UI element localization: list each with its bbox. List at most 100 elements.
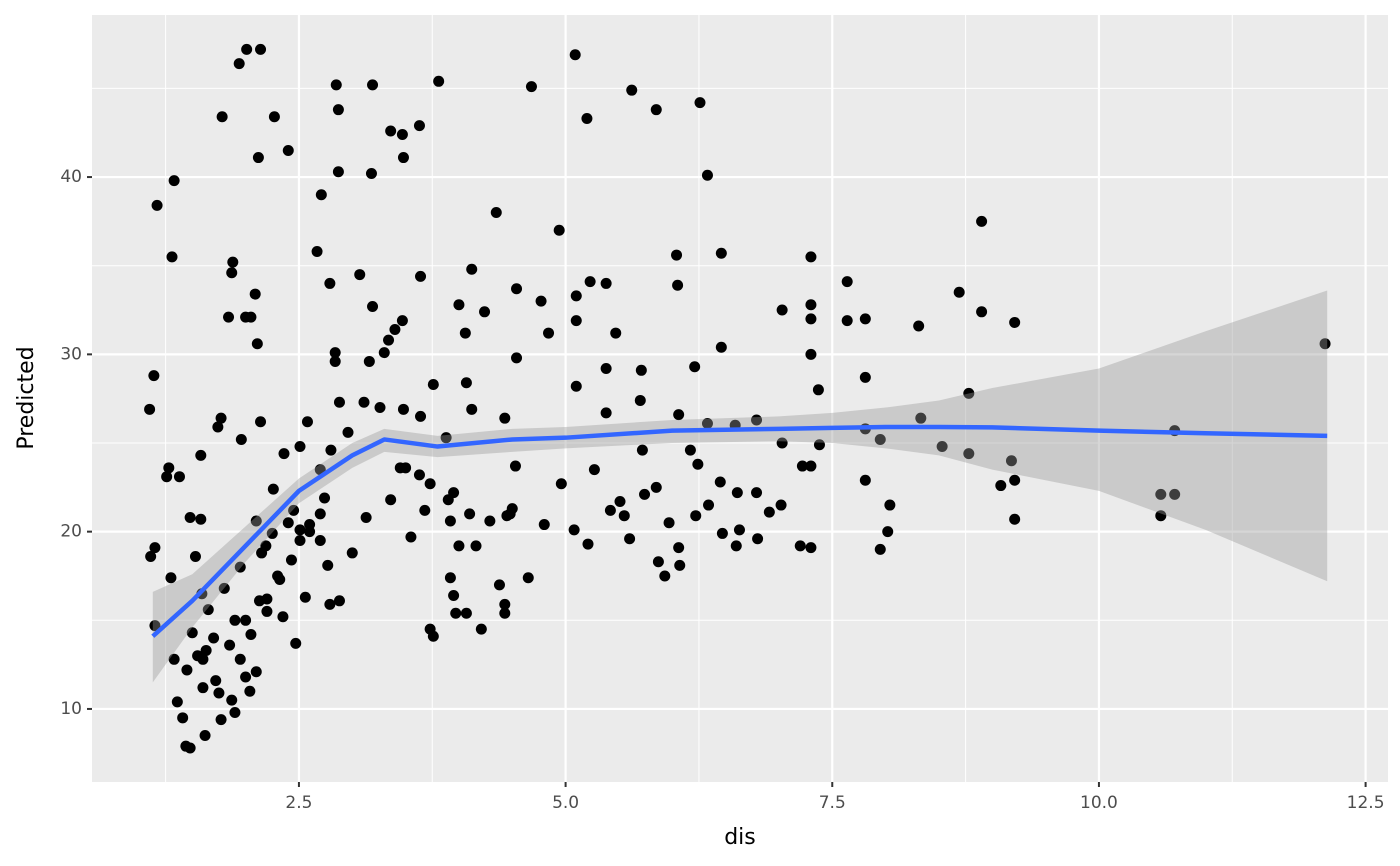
point	[427, 378, 439, 390]
point	[604, 504, 616, 516]
point	[752, 533, 764, 545]
point	[499, 412, 511, 424]
point	[522, 572, 534, 584]
point	[509, 460, 521, 472]
point	[953, 286, 965, 298]
point	[453, 299, 465, 311]
point	[731, 487, 743, 499]
point	[715, 341, 727, 353]
point	[383, 334, 395, 346]
point	[673, 409, 685, 421]
point	[584, 276, 596, 288]
point	[184, 511, 196, 523]
point	[1009, 316, 1021, 328]
point	[652, 556, 664, 568]
point	[581, 113, 593, 125]
point	[385, 494, 397, 506]
point	[963, 448, 975, 460]
point	[511, 352, 523, 364]
point	[177, 712, 189, 724]
point	[329, 347, 341, 359]
point	[208, 632, 220, 644]
point	[378, 347, 390, 359]
point	[324, 598, 336, 610]
point	[859, 474, 871, 486]
point	[241, 43, 253, 55]
point	[311, 246, 323, 258]
point	[165, 572, 177, 584]
panel	[92, 15, 1388, 782]
point	[278, 448, 290, 460]
point	[329, 355, 341, 367]
point	[841, 315, 853, 327]
point	[224, 639, 236, 651]
point	[272, 570, 284, 582]
point	[805, 542, 817, 554]
smooth-line	[151, 424, 1328, 638]
x-axis-title: dis	[724, 825, 756, 850]
point	[470, 540, 482, 552]
point	[202, 604, 214, 616]
point	[701, 417, 713, 429]
point	[229, 614, 241, 626]
point	[775, 499, 787, 511]
point	[261, 605, 273, 617]
point	[144, 403, 156, 415]
point	[149, 620, 161, 632]
point	[453, 540, 465, 552]
point	[285, 554, 297, 566]
point	[360, 511, 372, 523]
point	[663, 517, 675, 529]
point	[805, 251, 817, 263]
point	[332, 166, 344, 178]
point	[466, 263, 478, 275]
point	[450, 607, 462, 619]
point	[568, 524, 580, 536]
point	[367, 300, 379, 312]
point	[233, 58, 245, 70]
point	[249, 288, 261, 300]
point	[874, 543, 886, 555]
point	[794, 540, 806, 552]
x-tick-label: 7.5	[819, 793, 846, 813]
point	[995, 480, 1007, 492]
point	[210, 675, 222, 687]
x-tick-label: 12.5	[1347, 793, 1385, 813]
point	[250, 515, 262, 527]
point	[460, 377, 472, 389]
point	[635, 364, 647, 376]
point	[301, 416, 313, 428]
point	[145, 550, 157, 562]
point	[672, 279, 684, 291]
point	[703, 499, 715, 511]
point	[684, 444, 696, 456]
point	[475, 623, 487, 635]
point	[250, 666, 262, 678]
point	[168, 175, 180, 187]
point	[479, 306, 491, 318]
y-axis-title: Predicted	[14, 346, 39, 449]
point	[1155, 488, 1167, 500]
point	[614, 496, 626, 508]
point	[1009, 474, 1021, 486]
point	[215, 714, 227, 726]
point	[332, 104, 344, 116]
point	[538, 519, 550, 531]
point	[299, 591, 311, 603]
point	[690, 510, 702, 522]
point	[261, 593, 273, 605]
point	[229, 706, 241, 718]
point	[499, 607, 511, 619]
point	[282, 144, 294, 156]
point	[314, 508, 326, 520]
point	[543, 327, 555, 339]
point	[256, 547, 268, 559]
point	[325, 444, 337, 456]
point	[400, 462, 412, 474]
point	[223, 311, 235, 323]
point	[213, 687, 225, 699]
point	[319, 492, 331, 504]
point	[588, 464, 600, 476]
x-tick-label: 2.5	[285, 793, 312, 813]
point	[374, 402, 386, 414]
